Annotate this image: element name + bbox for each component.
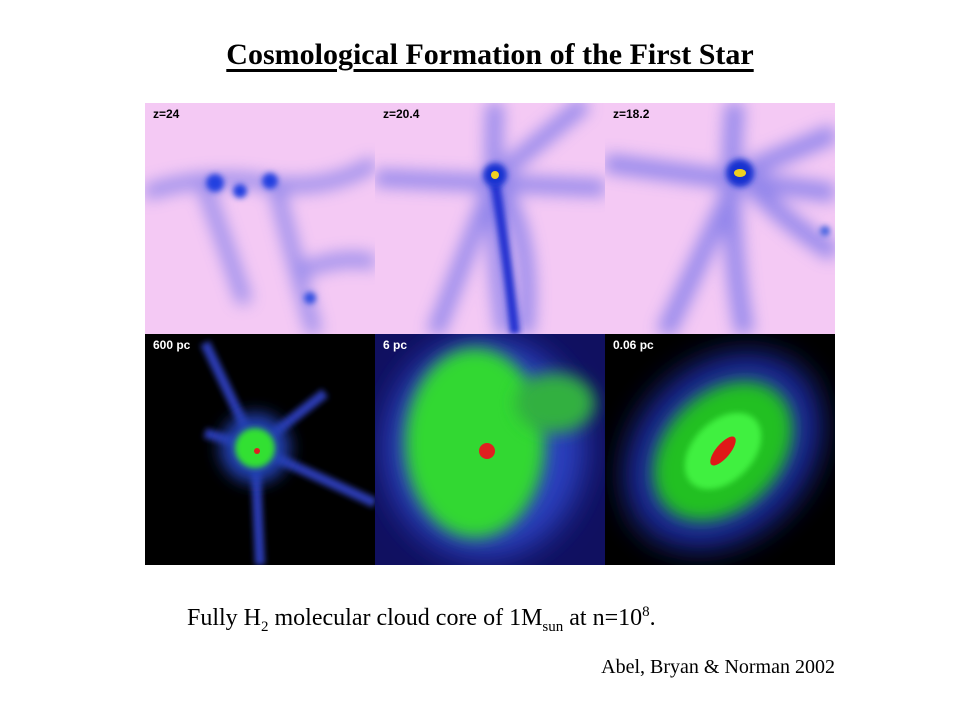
panel-label: z=24: [153, 107, 180, 121]
panel-label: 0.06 pc: [613, 338, 654, 352]
panel-image: [145, 156, 375, 334]
caption-text: at n=10: [569, 605, 643, 631]
panel-image: [375, 103, 605, 334]
panel-image: [605, 103, 835, 334]
caption-text: Fully H: [187, 605, 262, 631]
panel-label: z=18.2: [613, 107, 650, 121]
slide-title: Cosmological Formation of the First Star: [226, 38, 754, 71]
panel-image: [200, 340, 375, 565]
caption-subscript: sun: [542, 618, 564, 635]
panel-grid: z=24 z=20.4 z=18.2 600 pc 6 pc 0.06 pc: [145, 103, 835, 565]
caption-text: molecular cloud core of 1M: [274, 605, 543, 631]
caption: Fully H2 molecular cloud core of 1Msun a…: [187, 604, 656, 636]
citation: Abel, Bryan & Norman 2002: [601, 656, 835, 678]
panel-image: [375, 334, 605, 565]
panel-label: 6 pc: [383, 338, 407, 352]
panel-image: [624, 352, 822, 550]
panel-label: z=20.4: [383, 107, 420, 121]
caption-text: .: [649, 605, 656, 631]
caption-subscript: 2: [261, 618, 269, 635]
caption-superscript: 8: [642, 604, 650, 620]
panel-label: 600 pc: [153, 338, 191, 352]
